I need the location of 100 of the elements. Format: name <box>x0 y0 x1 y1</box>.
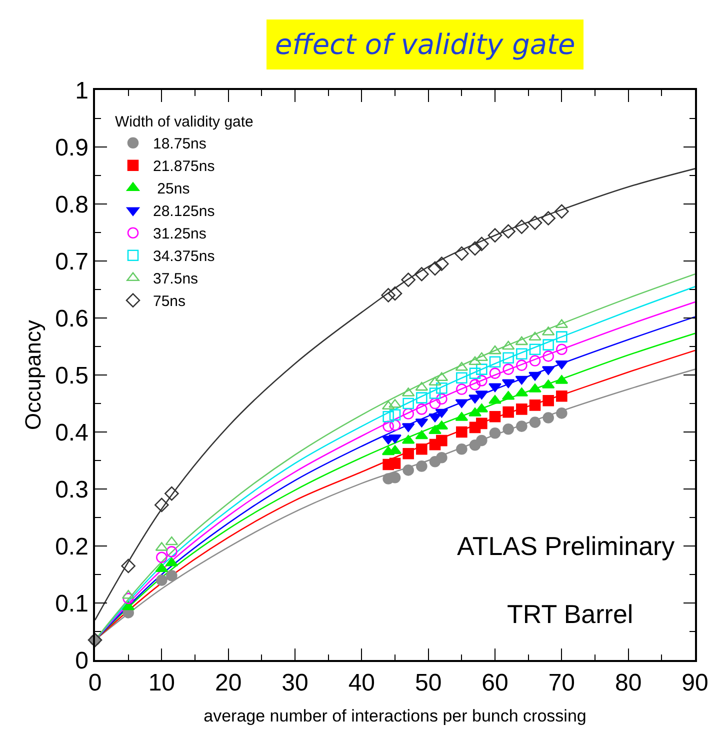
point <box>436 452 448 464</box>
point <box>529 355 541 366</box>
legend-label: 28.125ns <box>153 203 215 220</box>
x-tick-label: 60 <box>482 670 508 697</box>
point <box>489 410 501 422</box>
point <box>516 348 528 360</box>
x-tick-label: 10 <box>148 670 176 697</box>
x-tick-label: 80 <box>614 670 642 697</box>
y-tick-label: 0.9 <box>55 134 88 162</box>
point <box>388 398 402 408</box>
point <box>434 256 449 271</box>
point <box>389 420 401 431</box>
point <box>516 404 528 415</box>
point <box>456 443 468 455</box>
point <box>436 434 448 446</box>
chart-title: effect of validity gate <box>275 28 576 61</box>
point <box>164 486 179 501</box>
y-tick-label: 0.4 <box>55 419 88 446</box>
point <box>165 536 178 546</box>
x-tick-label: 50 <box>414 670 442 697</box>
point <box>556 331 568 342</box>
point <box>415 382 428 391</box>
point <box>489 368 501 379</box>
legend-label: 31.25ns <box>153 226 206 243</box>
point <box>474 236 489 252</box>
point <box>456 372 468 384</box>
point <box>456 384 468 395</box>
point <box>468 356 482 366</box>
legend-label: 25ns <box>153 180 190 198</box>
point <box>502 364 514 375</box>
point <box>475 352 488 362</box>
point <box>381 288 396 302</box>
point <box>389 458 401 469</box>
point <box>469 379 481 390</box>
point <box>416 392 428 404</box>
point <box>502 406 514 418</box>
point <box>501 224 516 239</box>
point <box>428 425 442 434</box>
point <box>476 434 488 446</box>
y-axis-title: Occupancy <box>20 320 46 430</box>
point <box>529 400 541 411</box>
point <box>429 388 441 399</box>
point <box>476 418 488 430</box>
point <box>122 601 135 610</box>
y-tick-label: 0.8 <box>55 191 88 218</box>
point <box>556 344 568 355</box>
legend-label: 21.875ns <box>153 158 215 176</box>
point <box>476 375 488 386</box>
point <box>416 460 428 472</box>
point <box>382 420 394 432</box>
point <box>428 376 442 386</box>
point <box>435 408 448 418</box>
y-tick-label: 0.6 <box>55 305 88 332</box>
point <box>488 228 502 242</box>
point <box>402 464 414 476</box>
point <box>428 261 442 276</box>
point <box>416 404 428 415</box>
legend-label: 75ns <box>153 293 186 310</box>
point <box>516 420 528 432</box>
point <box>402 448 414 460</box>
legend-label: 18.75ns <box>153 136 206 153</box>
point <box>436 393 448 405</box>
point <box>455 362 468 371</box>
point <box>388 286 402 301</box>
point <box>528 372 542 381</box>
point <box>122 592 134 604</box>
point <box>429 398 441 410</box>
point <box>416 443 428 455</box>
point <box>488 345 502 354</box>
point <box>542 412 554 424</box>
point <box>502 352 514 364</box>
point <box>556 408 568 419</box>
annotation: TRT Barrel <box>507 599 634 629</box>
point <box>468 241 482 256</box>
y-tick-label: 0.7 <box>55 248 88 276</box>
x-tick-label: 90 <box>682 670 708 697</box>
point <box>516 360 528 371</box>
point <box>542 350 554 362</box>
point <box>476 364 488 375</box>
y-tick-label: 0.2 <box>55 533 88 560</box>
point <box>502 340 515 350</box>
point <box>515 336 528 346</box>
y-tick-label: 0 <box>75 647 88 674</box>
point <box>515 376 528 385</box>
point <box>469 368 481 379</box>
point <box>556 390 568 402</box>
y-tick-label: 0.5 <box>55 362 88 390</box>
point <box>529 344 541 355</box>
point <box>389 409 401 421</box>
point <box>402 408 414 420</box>
point <box>165 557 178 566</box>
point <box>489 427 501 439</box>
y-tick-label: 0.3 <box>55 476 88 504</box>
point <box>528 216 542 230</box>
point <box>528 332 542 341</box>
point <box>382 410 394 422</box>
x-tick-label: 40 <box>348 670 376 697</box>
y-tick-label: 0.1 <box>55 590 88 618</box>
point <box>166 546 178 558</box>
point <box>121 558 136 574</box>
